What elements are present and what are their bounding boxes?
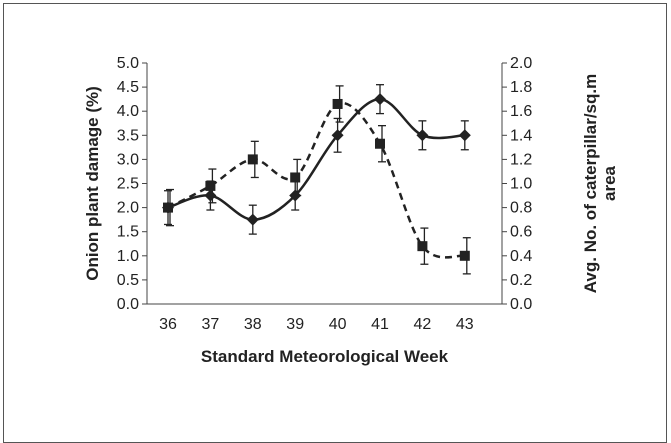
- x-tick-label: 38: [244, 316, 262, 333]
- left-tick-label: 4.0: [117, 103, 139, 120]
- series-layer: [162, 84, 471, 275]
- x-tick-label: 39: [286, 316, 304, 333]
- left-tick-label: 1.5: [117, 224, 139, 241]
- axes: [146, 63, 503, 305]
- data-point-square: [163, 202, 173, 213]
- right-tick-label: 1.2: [510, 151, 532, 168]
- right-axis-ticks: 0.0 0.2 0.4 0.6 0.8 1.0 1.2 1.4 1.6 1.8 2.0: [502, 55, 532, 313]
- data-point-square: [459, 250, 470, 261]
- x-tick-label: 37: [202, 316, 220, 333]
- right-tick-label: 2.0: [510, 55, 532, 72]
- right-tick-label: 0.4: [510, 248, 532, 265]
- left-tick-label: 5.0: [117, 55, 139, 72]
- x-tick-label: 43: [456, 316, 474, 333]
- x-tick-label: 40: [329, 316, 347, 333]
- right-tick-label: 0.0: [510, 296, 532, 313]
- x-axis-ticks: 36 37 38 39 40 41 42 43: [159, 316, 474, 333]
- left-tick-label: 0.0: [117, 296, 139, 313]
- data-point-diamond: [331, 129, 344, 142]
- series-caterpillar: [163, 85, 471, 275]
- data-point-diamond: [416, 129, 429, 142]
- x-tick-label: 36: [159, 316, 177, 333]
- data-point-diamond: [458, 129, 471, 142]
- x-axis-title: Standard Meteorological Week: [201, 347, 449, 366]
- data-point-diamond: [204, 189, 217, 202]
- right-axis-title-line: Avg. No. of caterpillar/sq.m: [581, 74, 600, 293]
- left-tick-label: 0.5: [117, 272, 139, 289]
- data-point-square: [375, 138, 385, 149]
- x-tick-label: 41: [371, 316, 389, 333]
- right-tick-label: 1.8: [510, 79, 532, 96]
- data-point-diamond: [246, 213, 259, 226]
- left-tick-label: 2.0: [117, 200, 139, 217]
- right-axis-title-line: area: [600, 165, 619, 201]
- right-tick-label: 1.0: [510, 176, 532, 193]
- left-axis-ticks: 0.0 0.5 1.0 1.5 2.0 2.5 3.0 3.5 4.0 4.5 5.0: [117, 55, 147, 313]
- data-point-square: [247, 154, 258, 165]
- left-tick-label: 4.5: [117, 79, 139, 96]
- left-tick-label: 1.0: [117, 248, 139, 265]
- data-point-square: [417, 241, 428, 252]
- right-tick-label: 0.2: [510, 272, 532, 289]
- right-tick-label: 1.4: [510, 127, 532, 144]
- right-tick-label: 0.8: [510, 200, 532, 217]
- right-tick-label: 0.6: [510, 224, 532, 241]
- data-point-diamond: [374, 93, 386, 106]
- left-tick-label: 2.5: [117, 176, 139, 193]
- data-point-square: [332, 98, 343, 109]
- series-plant-damage: [162, 84, 471, 235]
- right-axis-title: Avg. No. of caterpillar/sq.marea: [581, 74, 619, 293]
- chart: 0.0 0.5 1.0 1.5 2.0 2.5 3.0 3.5 4.0 4.5 5.0 0.0 0.2…: [83, 55, 619, 366]
- right-tick-label: 1.6: [510, 103, 532, 120]
- x-tick-label: 42: [414, 316, 432, 333]
- left-axis-title-line: Onion plant damage (%): [83, 86, 102, 281]
- left-tick-label: 3.5: [117, 127, 139, 144]
- data-point-square: [290, 172, 301, 183]
- chart-frame: 0.0 0.5 1.0 1.5 2.0 2.5 3.0 3.5 4.0 4.5 5.0 0.0 0.2…: [3, 3, 667, 443]
- left-axis-title: Onion plant damage (%): [83, 86, 102, 281]
- data-point-square: [205, 180, 216, 191]
- left-tick-label: 3.0: [117, 151, 139, 168]
